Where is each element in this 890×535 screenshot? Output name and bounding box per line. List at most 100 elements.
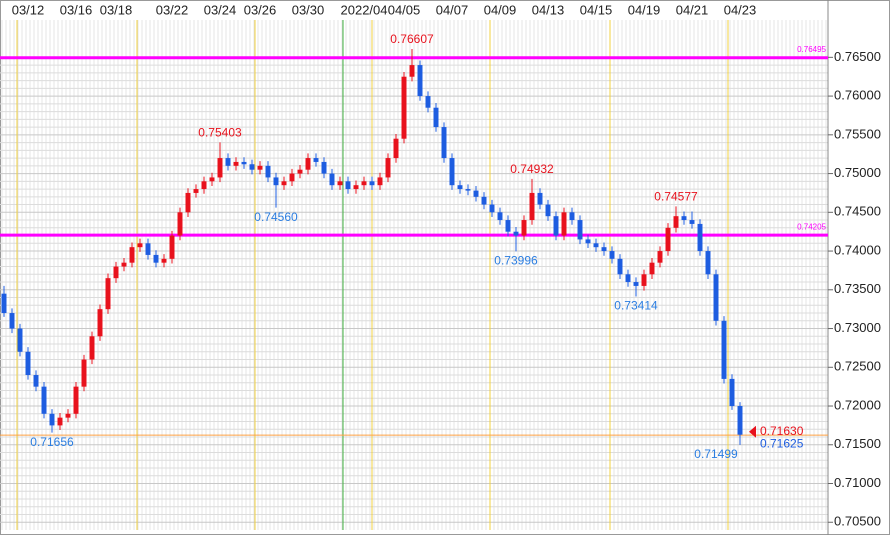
annotation: 0.74577 <box>654 190 698 204</box>
candle-body <box>73 386 79 414</box>
bid-label: 0.71625 <box>760 436 804 450</box>
candle-body <box>417 65 423 97</box>
candle-body <box>521 220 527 236</box>
candle-body <box>601 247 607 252</box>
candle-body <box>185 192 191 213</box>
candle-body <box>225 158 231 166</box>
candle-body <box>449 158 455 186</box>
candle-body <box>113 266 119 279</box>
candle-body <box>361 181 367 186</box>
annotation: 0.76607 <box>390 32 434 46</box>
y-tick-label: 0.73500 <box>834 281 881 296</box>
candle-body <box>369 181 375 186</box>
candle-body <box>297 169 303 174</box>
candle-body <box>153 254 159 263</box>
candle-body <box>201 181 207 190</box>
candle-body <box>241 161 247 165</box>
candle-body <box>489 204 495 213</box>
candle-body <box>441 127 447 159</box>
x-tick-label: 04/09 <box>484 2 517 17</box>
candle-body <box>617 258 623 275</box>
candle-body <box>89 336 95 360</box>
candle-body <box>1 293 7 314</box>
x-tick-label: 2022/04 <box>341 2 388 17</box>
x-tick-label: 04/07 <box>436 2 469 17</box>
candle-body <box>513 231 519 236</box>
candle-body <box>281 181 287 186</box>
x-tick-label: 04/23 <box>724 2 757 17</box>
candle-body <box>321 161 327 174</box>
candle-body <box>585 239 591 244</box>
candle-body <box>273 177 279 186</box>
x-tick-label: 03/16 <box>60 2 93 17</box>
y-tick-label: 0.73000 <box>834 320 881 335</box>
annotation: 0.75403 <box>198 126 242 140</box>
candle-body <box>49 413 55 426</box>
candle-body <box>313 158 319 162</box>
candle-body <box>737 406 743 435</box>
y-tick-label: 0.76500 <box>834 49 881 64</box>
candle-body <box>593 243 599 248</box>
candle-body <box>33 375 39 387</box>
candle-body <box>289 173 295 182</box>
annotation: 0.74932 <box>510 162 554 176</box>
candle-body <box>257 165 263 170</box>
candle-body <box>177 212 183 236</box>
candle-body <box>337 181 343 186</box>
candle-body <box>577 220 583 240</box>
candle-body <box>529 192 535 221</box>
annotation: 0.74560 <box>254 210 298 224</box>
candle-body <box>169 235 175 259</box>
candle-body <box>209 177 215 182</box>
y-tick-label: 0.72000 <box>834 397 881 412</box>
candle-body <box>465 189 471 191</box>
x-tick-label: 04/21 <box>676 2 709 17</box>
candle-body <box>569 212 575 221</box>
candle-body <box>305 158 311 170</box>
candle-body <box>689 220 695 224</box>
candle-body <box>129 247 135 263</box>
x-tick-label: 03/30 <box>292 2 325 17</box>
ask-label: 0.71630 <box>760 424 804 438</box>
candle-body <box>401 76 407 139</box>
candle-body <box>345 181 351 190</box>
x-tick-label: 03/18 <box>100 2 133 17</box>
candle-body <box>505 220 511 232</box>
x-tick-label: 04/15 <box>580 2 613 17</box>
candle-body <box>681 216 687 221</box>
candle-body <box>481 196 487 205</box>
candle-body <box>497 212 503 221</box>
candle-body <box>673 216 679 228</box>
y-tick-label: 0.74000 <box>834 242 881 257</box>
candle-body <box>233 161 239 166</box>
y-tick-label: 0.74500 <box>834 204 881 219</box>
candle-body <box>137 243 143 248</box>
ask-marker <box>749 425 756 438</box>
candle-body <box>545 204 551 217</box>
y-tick-label: 0.75500 <box>834 126 881 141</box>
candle-body <box>457 185 463 190</box>
period-lines <box>16 20 729 530</box>
candle-body <box>433 107 439 128</box>
x-tick-label: 04/19 <box>628 2 661 17</box>
candle-body <box>217 158 223 178</box>
candle-body <box>193 189 199 193</box>
candle-body <box>409 65 415 77</box>
candle-body <box>385 158 391 178</box>
candle-body <box>473 190 479 197</box>
candle-body <box>57 417 63 426</box>
candle-body <box>553 216 559 236</box>
candle-body <box>609 251 615 259</box>
candle-body <box>665 227 671 252</box>
x-tick-label: 03/22 <box>156 2 189 17</box>
candle-body <box>81 359 87 387</box>
y-tick-label: 0.76000 <box>834 88 881 103</box>
y-tick-label: 0.70500 <box>834 514 881 529</box>
y-tick-label: 0.72500 <box>834 359 881 374</box>
annotation: 0.73414 <box>614 299 658 313</box>
y-tick-label: 0.75000 <box>834 165 881 180</box>
candle-body <box>393 138 399 159</box>
